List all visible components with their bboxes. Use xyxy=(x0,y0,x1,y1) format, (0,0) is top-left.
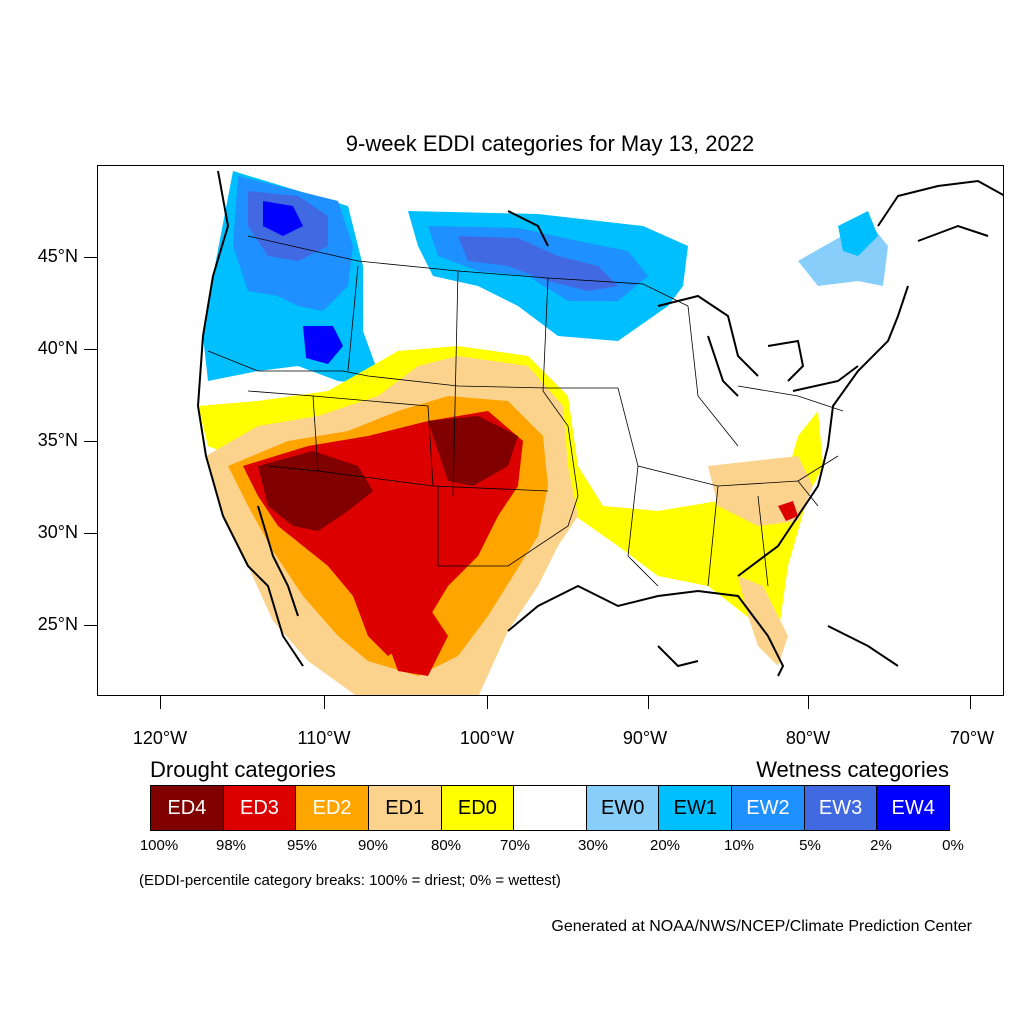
legend-box-ed0: ED0 xyxy=(441,786,515,830)
lon-tick-mark xyxy=(487,696,488,709)
percentile-label: 5% xyxy=(799,837,821,854)
lat-tick-label: 30°N xyxy=(37,522,78,542)
lon-tick-mark xyxy=(970,696,971,709)
lon-tick-mark xyxy=(324,696,325,709)
lat-tick-mark xyxy=(84,257,97,258)
wet-area-id-ew4 xyxy=(303,326,343,364)
percentile-label: 70% xyxy=(499,837,531,854)
lat-tick-label: 25°N xyxy=(37,614,78,634)
category-breaks-note: (EDDI-percentile category breaks: 100% =… xyxy=(139,872,561,889)
wetness-categories-heading: Wetness categories xyxy=(756,757,949,782)
drought-area-ed3-nc xyxy=(778,501,798,521)
legend-box-ew0: EW0 xyxy=(586,786,660,830)
wet-area-ne-ew1 xyxy=(838,211,878,256)
legend-box-ed1: ED1 xyxy=(368,786,442,830)
percentile-label: 98% xyxy=(215,837,247,854)
eddi-map xyxy=(196,170,1003,695)
lon-tick-label: 120°W xyxy=(132,728,188,748)
map-title: 9-week EDDI categories for May 13, 2022 xyxy=(345,131,755,156)
percentile-label: 0% xyxy=(942,837,964,854)
lon-tick-mark xyxy=(648,696,649,709)
legend-box-ew3: EW3 xyxy=(804,786,878,830)
lat-tick-label: 40°N xyxy=(37,338,78,358)
legend-box-ew2: EW2 xyxy=(732,786,805,830)
lat-tick-mark xyxy=(84,349,97,350)
lat-tick-mark xyxy=(84,625,97,626)
lon-tick-mark xyxy=(160,696,161,709)
percentile-label: 30% xyxy=(577,837,609,854)
category-legend: ED4 ED3 ED2 ED1 ED0 EW0 EW1 EW2 EW3 EW4 xyxy=(150,785,950,831)
legend-box-ed4: ED4 xyxy=(151,786,224,830)
legend-box-ew4: EW4 xyxy=(877,786,950,830)
legend-box-normal xyxy=(514,786,587,830)
lon-tick-mark xyxy=(808,696,809,709)
lon-tick-label: 110°W xyxy=(297,728,351,748)
percentile-label: 2% xyxy=(870,837,892,854)
drought-area-ed4-co xyxy=(428,416,518,486)
lon-tick-label: 80°W xyxy=(785,728,831,748)
lat-tick-label: 45°N xyxy=(37,246,78,266)
percentile-label: 20% xyxy=(649,837,681,854)
lat-tick-label: 35°N xyxy=(37,430,78,450)
wet-area-nw-ew4 xyxy=(263,201,303,236)
legend-box-ew1: EW1 xyxy=(659,786,733,830)
lon-tick-label: 100°W xyxy=(459,728,515,748)
lat-tick-mark xyxy=(84,441,97,442)
credit-line: Generated at NOAA/NWS/NCEP/Climate Predi… xyxy=(551,918,972,935)
percentile-label: 10% xyxy=(723,837,755,854)
drought-area-ed4 xyxy=(258,451,373,531)
lon-tick-label: 70°W xyxy=(949,728,995,748)
state-boundaries xyxy=(207,235,844,587)
map-panel xyxy=(97,165,1004,696)
legend-box-ed3: ED3 xyxy=(223,786,297,830)
percentile-label: 90% xyxy=(357,837,389,854)
drought-area-ed3-tx xyxy=(378,606,448,676)
percentile-label: 95% xyxy=(286,837,318,854)
percentile-label: 80% xyxy=(430,837,462,854)
percentile-label: 100% xyxy=(139,837,179,854)
wet-area-north-ew3 xyxy=(458,236,618,291)
legend-box-ed2: ED2 xyxy=(296,786,369,830)
drought-area-ed1-fl xyxy=(738,576,788,666)
lat-tick-mark xyxy=(84,533,97,534)
drought-categories-heading: Drought categories xyxy=(150,757,336,782)
lon-tick-label: 90°W xyxy=(622,728,668,748)
coastlines xyxy=(196,170,1003,677)
